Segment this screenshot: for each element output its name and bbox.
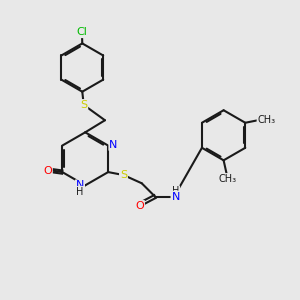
Text: O: O: [43, 166, 52, 176]
Text: N: N: [76, 180, 84, 190]
Text: H: H: [172, 186, 179, 196]
Text: CH₃: CH₃: [219, 174, 237, 184]
Text: N: N: [109, 140, 118, 150]
Text: S: S: [80, 100, 87, 110]
Text: CH₃: CH₃: [257, 115, 275, 125]
Text: S: S: [120, 170, 127, 180]
Text: O: O: [135, 201, 144, 211]
Text: Cl: Cl: [76, 27, 87, 37]
Text: N: N: [171, 191, 180, 202]
Text: H: H: [76, 187, 84, 197]
